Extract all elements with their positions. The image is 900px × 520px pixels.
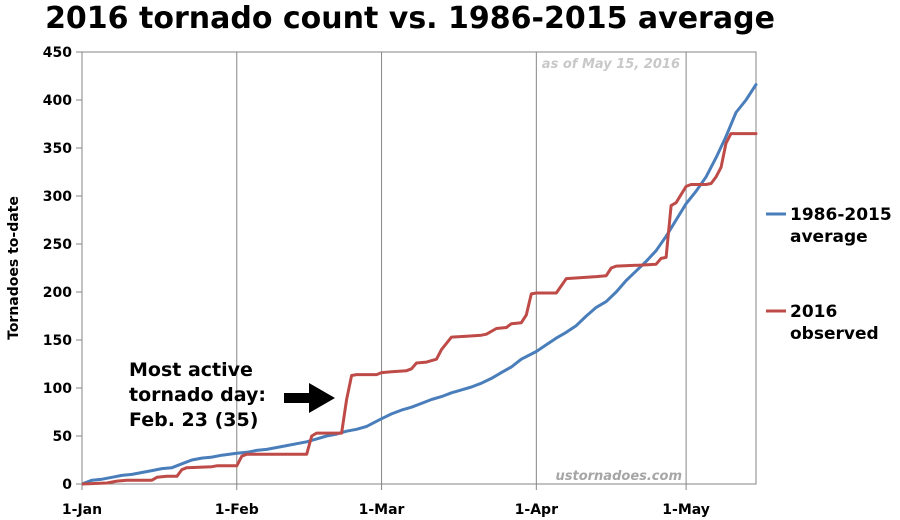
annotation-line-3: Feb. 23 (35) [129,409,258,431]
annotation-line-2: tornado day: [129,384,266,406]
legend-label-observed-line-2: observed [790,324,879,344]
y-tick-label: 200 [43,285,72,301]
y-axis: 0 50 100 150 200 250 300 350 400 450 [43,45,83,493]
y-tick-label: 50 [53,429,73,445]
y-tick-label: 400 [43,93,72,109]
legend-label-average-line-2: average [790,227,868,247]
y-tick-label: 150 [43,333,72,349]
chart-title: 2016 tornado count vs. 1986-2015 average [45,1,775,36]
y-tick-label: 450 [43,45,72,61]
series-line-average [82,83,758,486]
legend: 1986-2015 average 2016 observed [766,205,892,344]
x-axis: 1-Jan 1-Feb 1-Mar 1-Apr 1-May [62,484,710,518]
annotation-line-1: Most active [129,359,253,381]
y-tick-label: 0 [62,477,72,493]
y-tick-label: 350 [43,141,72,157]
y-tick-label: 100 [43,381,72,397]
series-line-observed [82,132,758,486]
x-tick-label: 1-Feb [215,502,259,518]
x-tick-label: 1-Jan [62,502,102,518]
series-group [82,83,758,486]
y-axis-label: Tornadoes to-date [6,196,22,340]
legend-label-observed-line-1: 2016 [790,302,837,322]
legend-label-average-line-1: 1986-2015 [790,205,892,225]
gridlines [236,52,687,484]
credit-text: ustornadoes.com [556,469,683,484]
x-tick-label: 1-Apr [515,502,558,518]
x-tick-label: 1-Mar [359,502,405,518]
as-of-note: as of May 15, 2016 [542,57,680,72]
y-tick-label: 250 [43,237,72,253]
x-tick-label: 1-May [662,502,710,518]
y-tick-label: 300 [43,189,72,205]
annotation: Most active tornado day: Feb. 23 (35) [129,359,335,431]
annotation-arrow-icon [284,383,335,413]
